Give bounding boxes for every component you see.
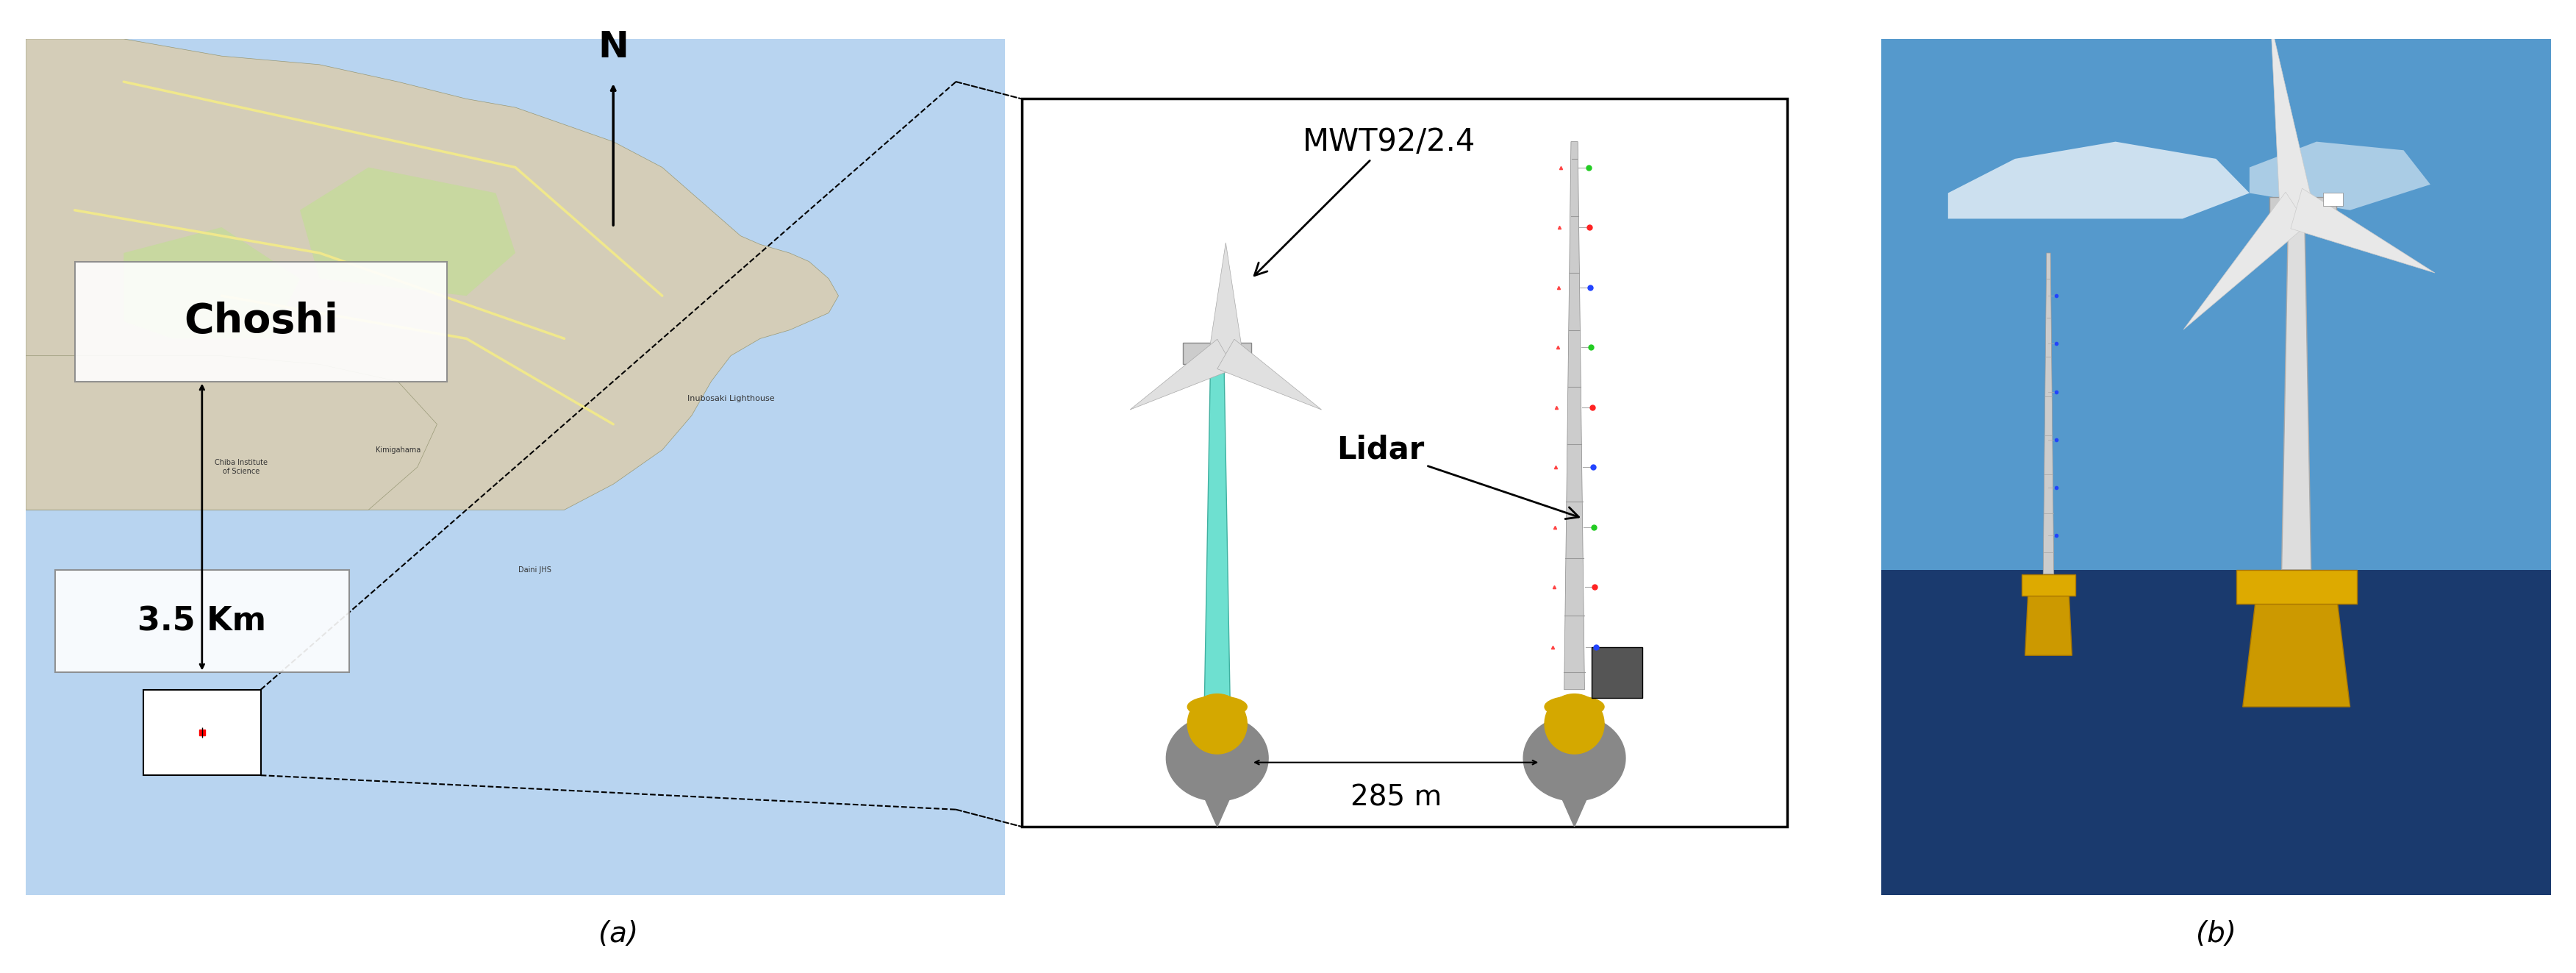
Text: 3.5 Km: 3.5 Km	[137, 605, 265, 637]
Bar	[1020, 99, 1788, 827]
Polygon shape	[1203, 364, 1229, 699]
Bar	[2324, 193, 2342, 206]
Polygon shape	[299, 167, 515, 296]
Polygon shape	[2249, 142, 2429, 210]
Polygon shape	[26, 356, 438, 510]
Text: 285 m: 285 m	[1350, 784, 1440, 811]
Bar	[1880, 39, 2550, 595]
Polygon shape	[2025, 587, 2071, 656]
Text: Lidar: Lidar	[1337, 435, 1579, 519]
Bar	[1592, 647, 1641, 699]
Text: Chiba Institute
of Science: Chiba Institute of Science	[214, 459, 268, 475]
Bar	[1880, 570, 2550, 895]
Polygon shape	[1564, 142, 1584, 690]
Polygon shape	[1182, 699, 1252, 827]
Polygon shape	[1167, 715, 1267, 801]
Circle shape	[1188, 694, 1247, 754]
Text: MWT92/2.4: MWT92/2.4	[1255, 126, 1476, 275]
Bar	[2236, 570, 2357, 604]
Text: (b): (b)	[2195, 920, 2236, 948]
Polygon shape	[1947, 142, 2249, 219]
Bar	[75, 262, 446, 381]
Ellipse shape	[1188, 696, 1247, 717]
Bar	[54, 570, 348, 672]
Polygon shape	[2290, 189, 2434, 272]
Bar	[2022, 574, 2074, 595]
Bar	[1182, 342, 1252, 364]
Polygon shape	[26, 39, 837, 510]
Ellipse shape	[1543, 696, 1605, 717]
Text: (a): (a)	[598, 920, 639, 948]
Polygon shape	[2182, 192, 2306, 330]
Polygon shape	[2280, 210, 2311, 570]
Polygon shape	[2269, 23, 2313, 212]
Polygon shape	[1540, 699, 1607, 827]
Polygon shape	[124, 228, 299, 339]
Polygon shape	[26, 39, 1005, 895]
Text: Inubosaki Lighthouse: Inubosaki Lighthouse	[688, 395, 775, 402]
Polygon shape	[1522, 715, 1625, 801]
Circle shape	[1543, 694, 1605, 754]
Polygon shape	[2043, 253, 2053, 574]
Bar	[144, 690, 260, 775]
Polygon shape	[2241, 595, 2349, 706]
Polygon shape	[1131, 340, 1234, 410]
Text: Kimigahama: Kimigahama	[376, 447, 420, 453]
Text: Choshi: Choshi	[183, 302, 337, 342]
Text: Daini JHS: Daini JHS	[518, 566, 551, 573]
Polygon shape	[1208, 242, 1242, 354]
Bar	[2269, 198, 2336, 219]
Polygon shape	[1216, 340, 1321, 410]
Text: N: N	[598, 29, 629, 64]
